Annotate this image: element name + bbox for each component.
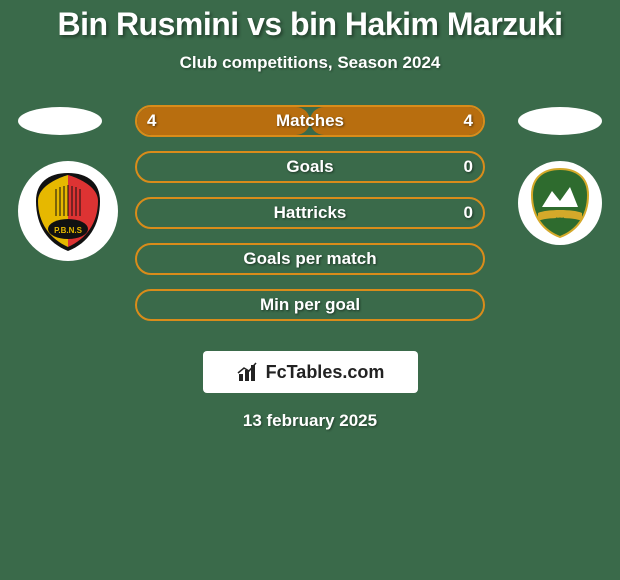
svg-text:••••••: •••••• (556, 215, 565, 220)
footer-date: 13 february 2025 (0, 411, 620, 431)
bar-chart-icon (236, 360, 260, 384)
stat-bar-fill-right (310, 107, 483, 135)
stat-bar-container (135, 151, 485, 183)
stat-row: Hattricks0 (135, 197, 485, 229)
stat-row: Goals0 (135, 151, 485, 183)
page-title: Bin Rusmini vs bin Hakim Marzuki (0, 6, 620, 43)
crest-left-svg: P.B.N.S (18, 161, 118, 261)
right-player-portrait-placeholder (518, 107, 602, 135)
brand-badge[interactable]: FcTables.com (203, 351, 418, 393)
stat-bar-container (135, 289, 485, 321)
comparison-area: P.B.N.S •••••• (0, 101, 620, 331)
infographic-root: Bin Rusmini vs bin Hakim Marzuki Club co… (0, 0, 620, 580)
svg-text:P.B.N.S: P.B.N.S (54, 226, 83, 235)
subtitle: Club competitions, Season 2024 (0, 53, 620, 73)
right-club-crest: •••••• (518, 161, 602, 245)
brand-text: FcTables.com (266, 362, 385, 383)
stat-row: Min per goal (135, 289, 485, 321)
left-player-portrait-placeholder (18, 107, 102, 135)
stat-bar-container (135, 243, 485, 275)
stat-row: Goals per match (135, 243, 485, 275)
stat-row: Matches44 (135, 105, 485, 137)
stat-bar-container (135, 197, 485, 229)
stats-column: Matches44 Goals0 Hattricks0 Goals per match… (135, 105, 485, 335)
stat-bar-container (135, 105, 485, 137)
stat-bar-fill-left (137, 107, 310, 135)
left-club-crest: P.B.N.S (18, 161, 118, 261)
crest-right-svg: •••••• (518, 161, 602, 245)
